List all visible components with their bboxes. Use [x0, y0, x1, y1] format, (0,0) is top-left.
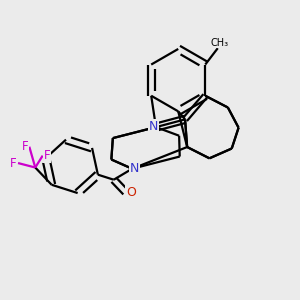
Text: CH₃: CH₃	[210, 38, 228, 48]
Text: F: F	[44, 149, 50, 162]
Text: O: O	[126, 186, 136, 199]
Text: F: F	[10, 157, 17, 169]
Text: F: F	[22, 140, 28, 153]
Text: N: N	[130, 162, 139, 175]
Text: N: N	[149, 120, 158, 133]
